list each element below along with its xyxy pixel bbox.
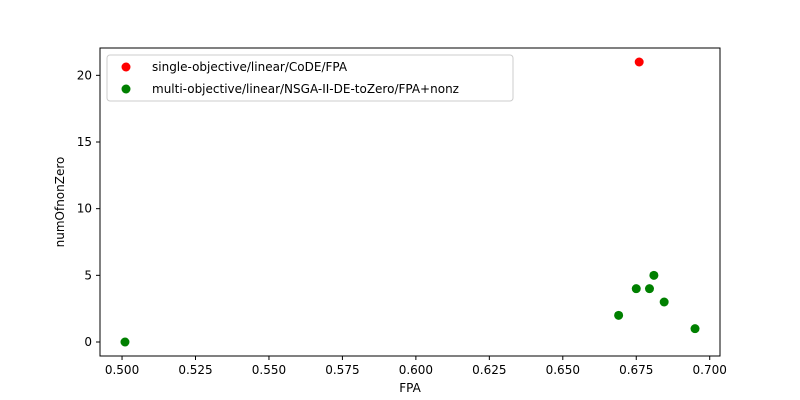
series-1-point-1 bbox=[614, 310, 624, 320]
series-1-point-4 bbox=[649, 270, 659, 280]
y-tick-label-0: 0 bbox=[84, 335, 92, 349]
plot-area bbox=[99, 47, 721, 357]
legend-label-1: multi-objective/linear/NSGA-II-DE-toZero… bbox=[152, 82, 459, 96]
legend-marker-1 bbox=[121, 84, 131, 94]
series-1-point-2 bbox=[631, 284, 641, 294]
legend: single-objective/linear/CoDE/FPA multi-ob… bbox=[106, 54, 514, 102]
x-tick-label-7: 0.675 bbox=[619, 363, 653, 377]
x-tick-label-3: 0.575 bbox=[325, 363, 359, 377]
x-tick-label-5: 0.625 bbox=[472, 363, 506, 377]
legend-box bbox=[106, 54, 514, 102]
axis-ticks: 0.500 0.525 0.550 0.575 0.600 0.625 0.650 0.675… bbox=[77, 68, 727, 377]
y-tick-label-1: 5 bbox=[84, 268, 92, 282]
series-1-point-0 bbox=[120, 337, 130, 347]
series-1-point-5 bbox=[659, 297, 669, 307]
y-axis-label: numOfnonZero bbox=[53, 157, 67, 248]
x-tick-label-6: 0.650 bbox=[546, 363, 580, 377]
x-tick-label-4: 0.600 bbox=[399, 363, 433, 377]
legend-marker-0 bbox=[121, 62, 131, 72]
y-tick-label-3: 15 bbox=[77, 135, 92, 149]
series-1-point-6 bbox=[690, 324, 700, 334]
x-axis-label: FPA bbox=[399, 381, 421, 395]
x-tick-label-0: 0.500 bbox=[105, 363, 139, 377]
legend-label-0: single-objective/linear/CoDE/FPA bbox=[152, 60, 348, 74]
y-tick-label-4: 20 bbox=[77, 68, 92, 82]
y-tick-label-2: 10 bbox=[77, 202, 92, 216]
x-tick-label-8: 0.700 bbox=[693, 363, 727, 377]
plot-frame bbox=[99, 47, 721, 357]
x-tick-label-1: 0.525 bbox=[178, 363, 212, 377]
series-0-point-0 bbox=[634, 57, 644, 67]
series-1-point-3 bbox=[644, 284, 654, 294]
x-tick-label-2: 0.550 bbox=[252, 363, 286, 377]
